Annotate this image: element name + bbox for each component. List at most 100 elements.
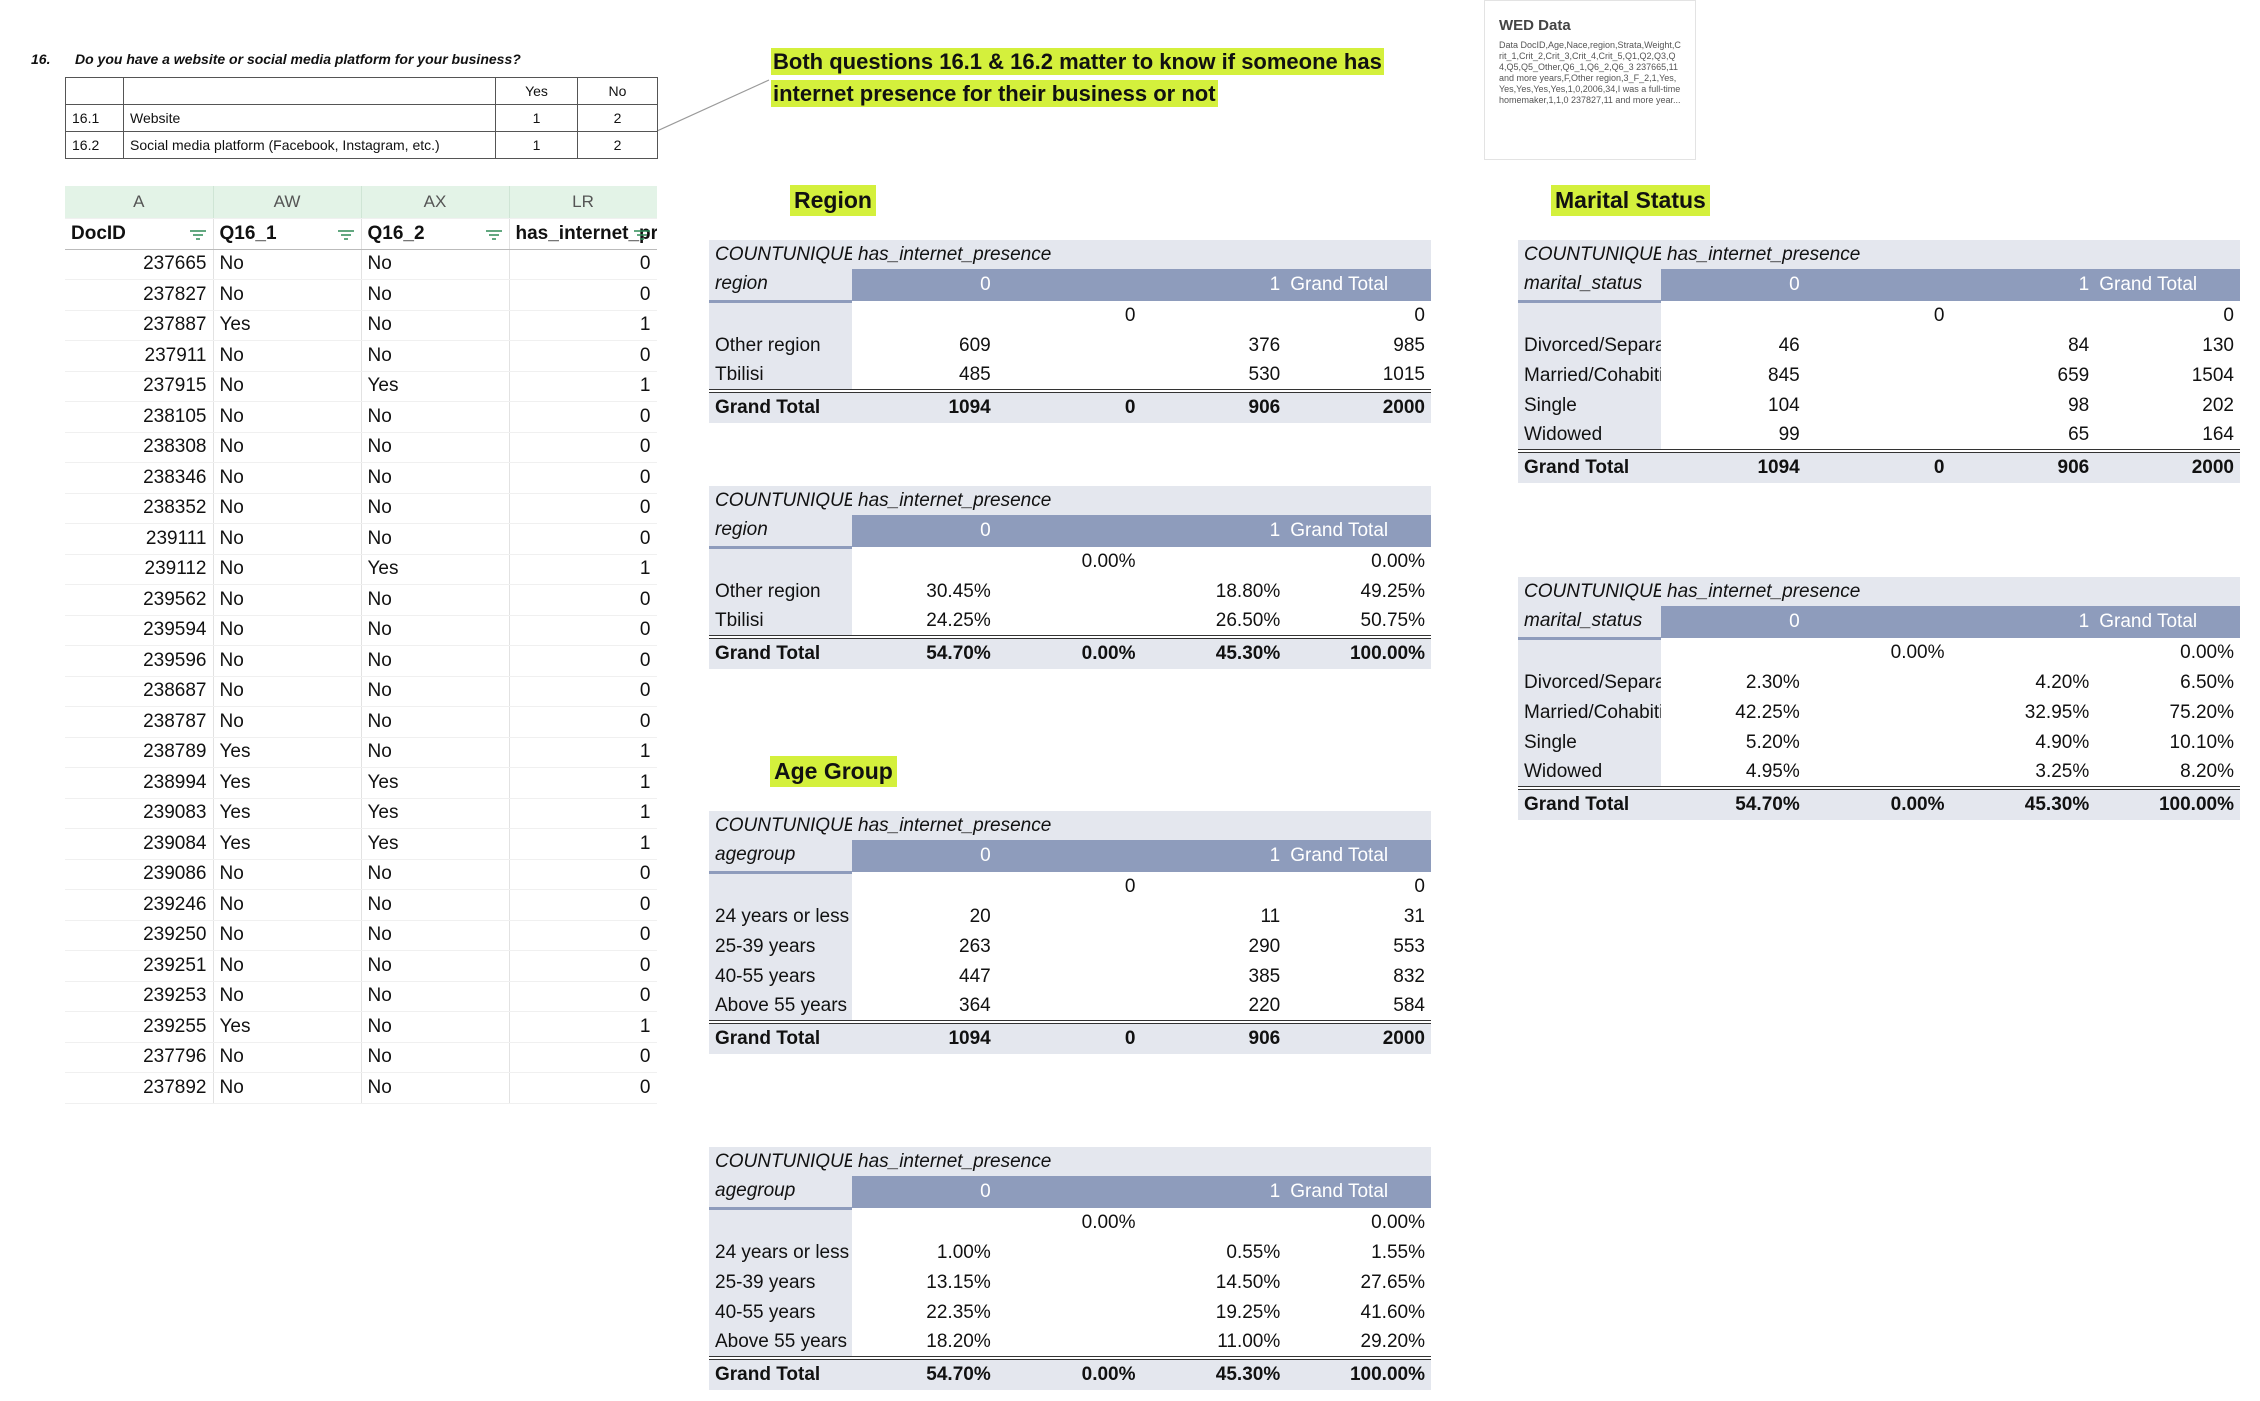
value-cell (997, 992, 1142, 1022)
sheet-row: 239246 No No 0 (65, 889, 657, 921)
pivot-title-row: COUNTUNIQUE has_internet_presence (1518, 577, 2240, 606)
sheet-cell: 0 (509, 249, 657, 280)
value-cell: 75.20% (2169, 702, 2234, 723)
sheet-cell: No (361, 310, 510, 341)
value-cell: 0.00% (1081, 551, 1136, 572)
sheet-row: 238352 No No 0 (65, 493, 657, 524)
column-header: 0 (852, 840, 997, 872)
section-label: Marital Status (1551, 185, 1710, 216)
pivot-row: Other region 609 376 985 (709, 331, 1431, 361)
row-label: Divorced/Separated (1518, 668, 1661, 698)
total-label: Grand Total (1518, 786, 1661, 820)
filter-icon[interactable] (337, 229, 355, 241)
sheet-cell: 239083 (65, 798, 214, 829)
value-cell: 0 (1414, 305, 1425, 326)
pivot-table: COUNTUNIQUE has_internet_presence marital_… (1518, 577, 2240, 820)
value-cell: 1015 (1382, 364, 1425, 385)
sheet-cell: 1 (509, 767, 657, 799)
sheet-cell: 238105 (65, 401, 214, 433)
sheet-cell: 238308 (65, 432, 214, 463)
sheet-row: 239255 Yes No 1 (65, 1011, 657, 1043)
value-cell: 485 (959, 364, 991, 385)
row-label (1518, 638, 1661, 668)
header-cell (123, 77, 496, 105)
column-header: Grand Total (2095, 269, 2240, 301)
total-cell: 1094 (852, 1020, 997, 1054)
column-header (996, 269, 1142, 301)
sheet-row: 239594 No No 0 (65, 615, 657, 646)
column-field: has_internet_presence (852, 486, 1431, 515)
filter-icon[interactable] (485, 229, 503, 241)
value-cell: 26.50% (1215, 610, 1281, 631)
sheet-cell: 0 (509, 615, 657, 646)
value-cell (852, 547, 997, 577)
sheet-row: 238346 No No 0 (65, 462, 657, 494)
column-field: has_internet_presence (1661, 240, 2240, 269)
sheet-row: 238308 No No 0 (65, 432, 657, 463)
column-letter: A (65, 186, 214, 219)
value-cell (852, 301, 997, 331)
sheet-cell: 238346 (65, 462, 214, 494)
pivot-row: Tbilisi 24.25% 26.50% 50.75% (709, 607, 1431, 637)
total-cell: 0 (1805, 449, 1951, 483)
value-cell: 5.20% (1745, 732, 1800, 753)
row-field: agegroup (709, 840, 852, 874)
value-cell: 2.30% (1745, 672, 1800, 693)
sheet-cell: 0 (509, 676, 657, 707)
sheet-cell: No (361, 249, 510, 280)
value-cell: 364 (959, 995, 991, 1016)
total-label: Grand Total (1518, 449, 1661, 483)
sheet-cell: 239084 (65, 828, 214, 860)
pivot-row: Married/Cohabiting 42.25% 32.95% 75.20% (1518, 698, 2240, 728)
total-cell: 100.00% (1286, 1356, 1431, 1390)
value-cell (1142, 872, 1287, 902)
column-header: 0 (1661, 269, 1806, 301)
column-field: has_internet_presence (1661, 577, 2240, 606)
sheet-cell: No (361, 889, 510, 921)
value-cell: 13.15% (926, 1272, 991, 1293)
total-cell: 2000 (2095, 449, 2240, 483)
pivot-row: 24 years or less 20 11 31 (709, 902, 1431, 932)
pivot-table: COUNTUNIQUE has_internet_presence agegroup… (709, 1147, 1431, 1390)
sheet-cell: Yes (213, 737, 362, 768)
total-cell: 0.00% (996, 1356, 1142, 1390)
total-cell: 906 (1141, 1020, 1287, 1054)
sheet-cell: Yes (361, 371, 510, 402)
row-label: Single (1518, 391, 1661, 421)
value-cell: 6.50% (2180, 672, 2234, 693)
value-cell: 50.75% (1360, 610, 1425, 631)
sheet-cell: No (213, 493, 362, 524)
sheet-cell: 238687 (65, 676, 214, 707)
connector-line (656, 79, 770, 132)
value-cell: 98 (2068, 395, 2090, 416)
value-cell: 19.25% (1215, 1302, 1281, 1323)
sheet-cell: 237796 (65, 1042, 214, 1073)
value-cell (1806, 698, 1951, 728)
value-cell: 11.00% (1217, 1331, 1281, 1352)
value-cell: 32.95% (2024, 702, 2090, 723)
value-cell: 18.80% (1215, 581, 1281, 602)
sheet-cell: 238352 (65, 493, 214, 524)
cell: 1 (495, 131, 578, 159)
total-cell: 100.00% (1286, 635, 1431, 669)
sheet-cell: No (361, 432, 510, 463)
value-cell: 3.25% (2035, 761, 2090, 782)
column-letter: LR (509, 186, 657, 219)
pivot-row: 0.00% 0.00% (1518, 638, 2240, 668)
sheet-cell: No (213, 615, 362, 646)
sheet-cell: No (213, 249, 362, 280)
pivot-row: Divorced/Separated 46 84 130 (1518, 331, 2240, 361)
value-cell: 10.10% (2169, 732, 2234, 753)
value-cell (997, 902, 1142, 932)
sheet-cell: No (213, 981, 362, 1012)
filter-icon[interactable] (633, 229, 651, 241)
note: Both questions 16.1 & 16.2 matter to kno… (771, 46, 1411, 110)
sheet-cell: 237827 (65, 279, 214, 311)
value-label: COUNTUNIQUE (709, 1147, 852, 1176)
question-row: 16.2 Social media platform (Facebook, Ins… (65, 131, 658, 159)
sheet-cell: No (213, 920, 362, 951)
row-field: region (709, 269, 852, 303)
question-header-row: Yes No (65, 77, 658, 105)
filter-icon[interactable] (189, 229, 207, 241)
